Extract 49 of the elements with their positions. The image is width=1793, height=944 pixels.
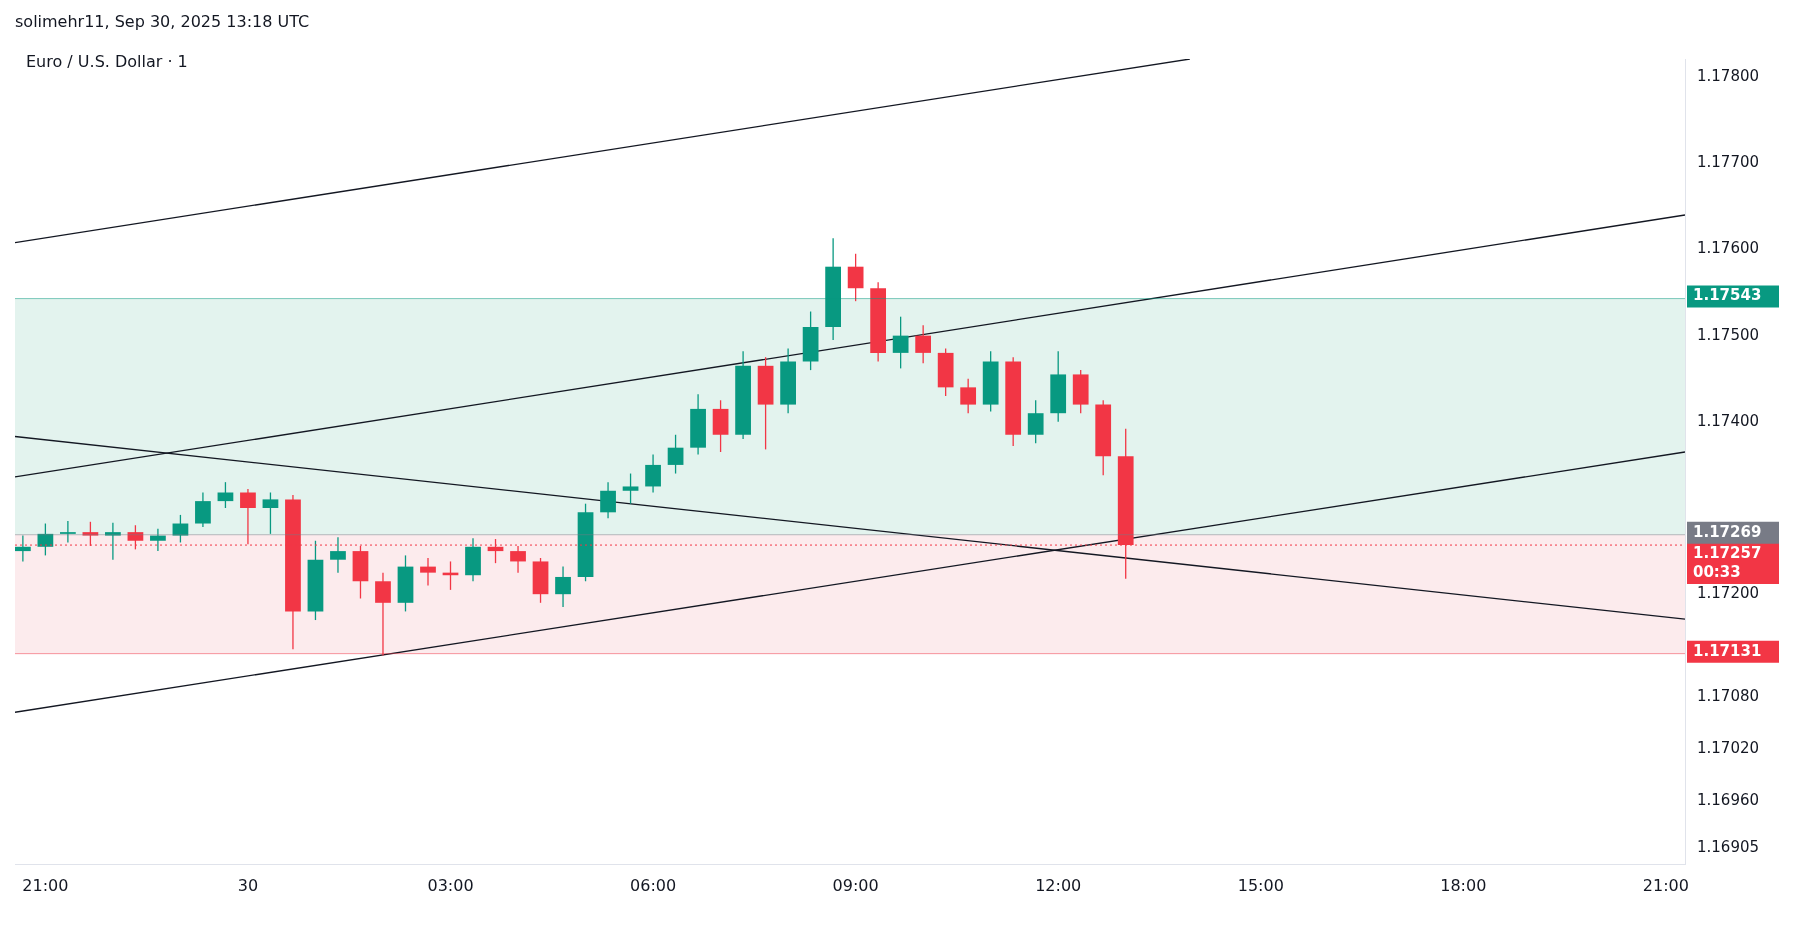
candlestick (217, 481, 234, 509)
candlestick (60, 520, 76, 544)
chart-title: Euro / U.S. Dollar · 1 (26, 52, 188, 71)
candlestick (892, 316, 909, 370)
y-tick-label: 1.17020 (1697, 739, 1760, 758)
y-tick-label: 1.17600 (1697, 239, 1760, 258)
y-tick-label: 1.16960 (1697, 790, 1760, 809)
ref-line-label: 1.17257 00:33 (1693, 543, 1762, 581)
x-tick-label: 21:00 (1642, 875, 1689, 895)
candlestick (150, 528, 166, 552)
x-tick-label: 18:00 (1440, 875, 1487, 895)
candlestick (847, 253, 864, 302)
candlestick (375, 571, 391, 657)
candlestick (195, 491, 211, 528)
x-tick-label: 15:00 (1237, 875, 1284, 895)
x-tick-label: 09:00 (832, 875, 879, 895)
y-tick-label: 1.17800 (1697, 66, 1760, 85)
candlestick (262, 491, 279, 535)
y-tick-label: 1.17200 (1697, 584, 1760, 603)
candlestick (240, 488, 256, 545)
x-tick-label: 03:00 (427, 875, 474, 895)
candlestick (1027, 399, 1044, 445)
candlestick (105, 522, 121, 561)
candlestick (330, 536, 346, 574)
y-tick-label: 1.17700 (1697, 153, 1760, 172)
ref-line-label: 1.17131 (1693, 641, 1762, 660)
x-tick-label: 06:00 (630, 875, 677, 895)
x-tick-label: 21:00 (22, 875, 69, 895)
candlestick (15, 534, 31, 563)
candlestick (645, 453, 661, 494)
ref-line-label: 1.17269 (1693, 522, 1762, 541)
candlestick (960, 378, 977, 414)
candlestick (622, 472, 639, 505)
candlestick (172, 514, 189, 544)
y-tick-label: 1.17500 (1697, 325, 1760, 344)
ref-line-label: 1.17543 (1693, 286, 1762, 305)
candlestick (915, 324, 932, 364)
candlestick (555, 565, 571, 608)
candlestick (420, 557, 436, 587)
candlestick (600, 481, 616, 519)
y-tick-label: 1.17080 (1697, 687, 1760, 706)
candlestick (667, 434, 684, 475)
y-tick-label: 1.17400 (1697, 411, 1760, 430)
y-tick-label: 1.16905 (1697, 838, 1760, 857)
x-tick-label: 30 (237, 875, 259, 895)
candlestick (510, 545, 526, 574)
candlestick (37, 522, 54, 557)
chart-subtitle: solimehr11, Sep 30, 2025 13:18 UTC (15, 12, 310, 31)
x-tick-label: 12:00 (1035, 875, 1082, 895)
